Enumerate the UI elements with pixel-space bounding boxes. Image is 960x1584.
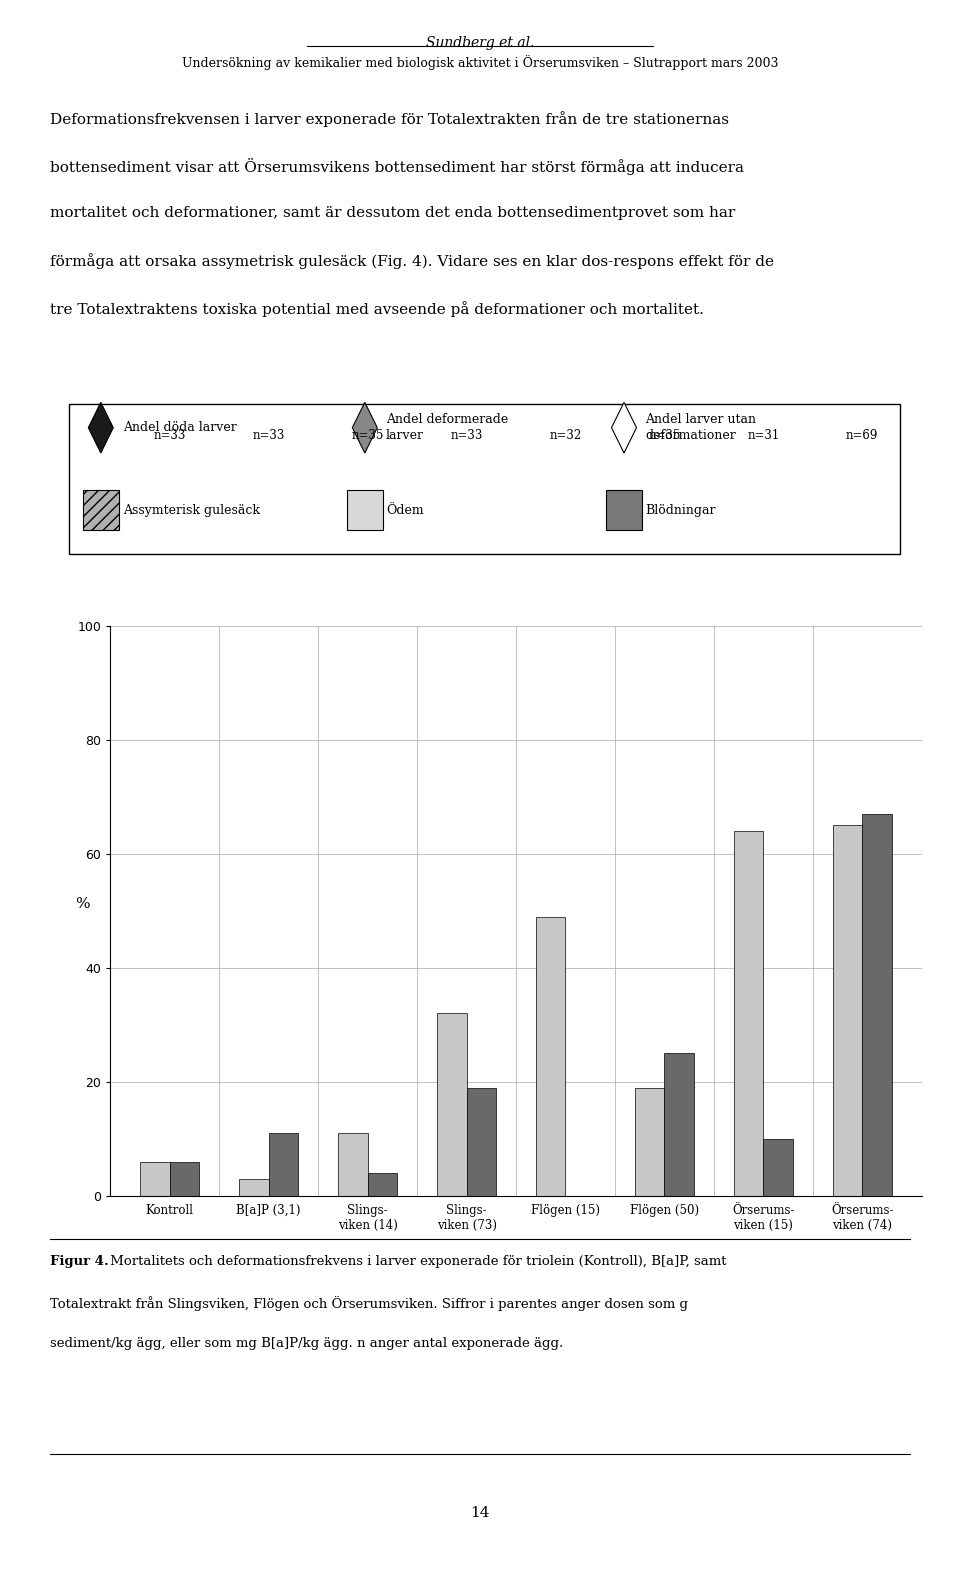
Text: n=35: n=35 bbox=[648, 429, 681, 442]
Bar bbox=[170, 1161, 200, 1196]
Bar bbox=[140, 1161, 170, 1196]
Text: bottensediment visar att Örserumsvikens bottensediment har störst förmåga att in: bottensediment visar att Örserumsvikens … bbox=[50, 158, 744, 176]
Wedge shape bbox=[453, 507, 494, 535]
Wedge shape bbox=[141, 478, 199, 535]
Text: Assymterisk gulesäck: Assymterisk gulesäck bbox=[123, 504, 260, 516]
Wedge shape bbox=[537, 478, 565, 531]
Text: Ödem: Ödem bbox=[386, 504, 423, 516]
Y-axis label: %: % bbox=[75, 897, 89, 911]
Wedge shape bbox=[269, 478, 291, 507]
Text: Andel döda larver: Andel döda larver bbox=[123, 421, 236, 434]
Bar bbox=[733, 832, 763, 1196]
Bar bbox=[338, 1133, 368, 1196]
Text: tre Totalextraktens toxiska potential med avseende på deformationer och mortalit: tre Totalextraktens toxiska potential me… bbox=[50, 301, 704, 317]
Text: Andel deformerade
larver: Andel deformerade larver bbox=[386, 413, 508, 442]
Wedge shape bbox=[636, 478, 664, 535]
Text: Mortalitets och deformationsfrekvens i larver exponerade för triolein (Kontroll): Mortalitets och deformationsfrekvens i l… bbox=[106, 1255, 726, 1267]
Wedge shape bbox=[833, 483, 862, 532]
Text: n=33: n=33 bbox=[450, 429, 483, 442]
Text: Undersökning av kemikalier med biologisk aktivitet i Örserumsviken – Slutrapport: Undersökning av kemikalier med biologisk… bbox=[181, 55, 779, 70]
Text: Totalextrakt från Slingsviken, Flögen och Örserumsviken. Siffror i parentes ange: Totalextrakt från Slingsviken, Flögen oc… bbox=[50, 1296, 688, 1310]
Wedge shape bbox=[240, 478, 298, 535]
Wedge shape bbox=[467, 478, 495, 512]
Bar bbox=[664, 1053, 694, 1196]
Bar bbox=[635, 1088, 664, 1196]
Text: mortalitet och deformationer, samt är dessutom det enda bottensedimentprovet som: mortalitet och deformationer, samt är de… bbox=[50, 206, 735, 220]
Wedge shape bbox=[548, 507, 594, 535]
Wedge shape bbox=[269, 488, 298, 508]
Text: Andel larver utan
deformationer: Andel larver utan deformationer bbox=[645, 413, 756, 442]
Text: Sundberg et al.: Sundberg et al. bbox=[425, 36, 535, 51]
Wedge shape bbox=[664, 478, 693, 507]
Bar bbox=[862, 814, 892, 1196]
Text: 14: 14 bbox=[470, 1506, 490, 1519]
Wedge shape bbox=[368, 502, 396, 534]
Wedge shape bbox=[368, 478, 396, 507]
Bar bbox=[437, 1014, 467, 1196]
Wedge shape bbox=[170, 478, 180, 507]
Text: förmåga att orsaka assymetrisk gulesäck (Fig. 4). Vidare ses en klar dos-respons: förmåga att orsaka assymetrisk gulesäck … bbox=[50, 253, 774, 269]
Wedge shape bbox=[846, 478, 862, 507]
Bar bbox=[239, 1178, 269, 1196]
Wedge shape bbox=[658, 502, 693, 535]
Bar bbox=[269, 1133, 299, 1196]
Text: sediment/kg ägg, eller som mg B[a]P/kg ägg. n anger antal exponerade ägg.: sediment/kg ägg, eller som mg B[a]P/kg ä… bbox=[50, 1337, 564, 1350]
Text: Blödningar: Blödningar bbox=[645, 504, 715, 516]
Bar bbox=[832, 825, 862, 1196]
Text: n=32: n=32 bbox=[549, 429, 582, 442]
Wedge shape bbox=[170, 480, 192, 507]
Bar bbox=[763, 1139, 793, 1196]
Text: n=31: n=31 bbox=[747, 429, 780, 442]
Wedge shape bbox=[746, 494, 792, 535]
Text: Deformationsfrekvensen i larver exponerade för Totalextrakten från de tre statio: Deformationsfrekvensen i larver exponera… bbox=[50, 111, 729, 127]
Text: n=69: n=69 bbox=[846, 429, 878, 442]
Bar bbox=[368, 1174, 397, 1196]
Text: n=33: n=33 bbox=[252, 429, 285, 442]
Wedge shape bbox=[734, 478, 763, 531]
Wedge shape bbox=[849, 478, 891, 535]
Text: Figur 4.: Figur 4. bbox=[50, 1255, 108, 1267]
Bar bbox=[467, 1088, 496, 1196]
Wedge shape bbox=[763, 478, 789, 507]
Bar bbox=[536, 917, 565, 1196]
Text: n=35: n=35 bbox=[351, 429, 384, 442]
Wedge shape bbox=[438, 478, 467, 532]
Wedge shape bbox=[339, 478, 376, 535]
Text: n=33: n=33 bbox=[154, 429, 186, 442]
Wedge shape bbox=[565, 478, 594, 507]
